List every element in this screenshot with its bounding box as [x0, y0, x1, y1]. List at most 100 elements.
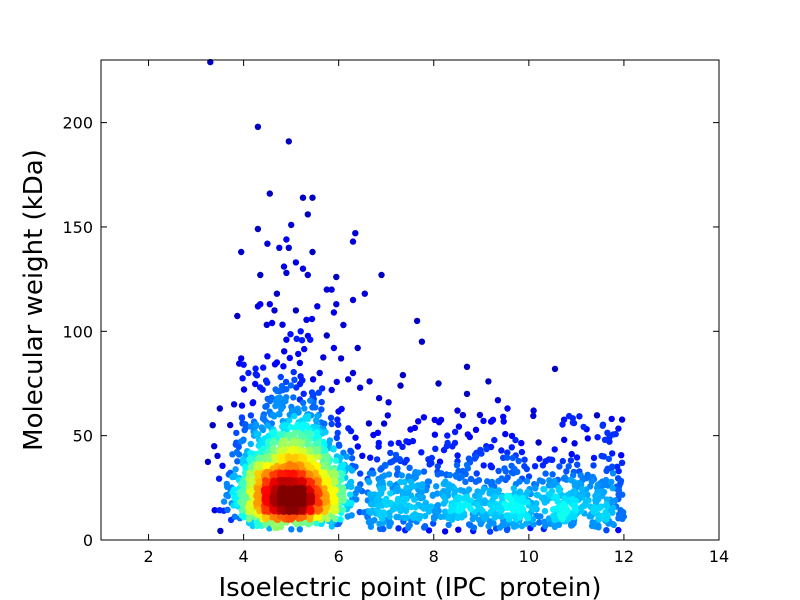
data-point [504, 474, 511, 481]
data-point [278, 447, 286, 454]
data-point [475, 477, 483, 484]
data-point [485, 378, 492, 385]
axis-ticks [101, 60, 720, 541]
data-point [546, 477, 553, 484]
data-point [449, 443, 456, 450]
data-point [230, 472, 238, 479]
data-point [296, 359, 304, 367]
data-point [285, 244, 292, 251]
data-point [376, 502, 383, 509]
data-point [584, 435, 591, 442]
data-point [441, 528, 449, 535]
data-point [576, 413, 583, 420]
data-point [301, 345, 308, 353]
data-point [560, 416, 568, 423]
data-point [551, 494, 558, 502]
data-point [405, 473, 412, 480]
data-point [313, 429, 320, 436]
data-point [510, 485, 517, 492]
data-point [301, 405, 308, 412]
data-point [376, 525, 384, 532]
data-point [571, 440, 578, 447]
data-point [563, 468, 570, 475]
data-point [387, 449, 394, 457]
data-point [337, 355, 345, 362]
data-point [291, 376, 298, 383]
data-point [442, 497, 449, 505]
data-point [394, 465, 401, 472]
y-tick-label: 200 [62, 114, 93, 133]
data-point [571, 504, 578, 512]
data-point [480, 417, 487, 425]
data-point [393, 513, 400, 521]
data-point [473, 453, 480, 460]
data-point [297, 328, 304, 335]
data-point [512, 436, 519, 444]
data-point [319, 385, 326, 392]
data-point [509, 512, 516, 519]
data-point [215, 475, 223, 482]
data-point [536, 519, 543, 526]
data-point [551, 505, 559, 513]
data-point [209, 422, 216, 429]
data-point [491, 436, 498, 444]
data-point [530, 407, 537, 414]
data-point [399, 371, 407, 379]
data-point [233, 429, 240, 437]
y-tick-label: 50 [73, 427, 93, 446]
data-point [365, 477, 372, 485]
data-point [277, 431, 284, 438]
data-point [470, 524, 478, 531]
data-point [233, 448, 241, 456]
data-point [369, 508, 376, 515]
data-point [327, 470, 334, 478]
data-point [266, 190, 273, 197]
data-point [204, 458, 212, 465]
data-point [532, 485, 539, 492]
data-point [422, 512, 429, 520]
data-point [313, 440, 320, 448]
data-point [561, 436, 568, 443]
data-point [263, 485, 270, 493]
data-point [337, 516, 344, 523]
data-point [556, 463, 563, 470]
data-point [279, 321, 286, 328]
data-point [376, 497, 384, 504]
data-point [598, 452, 605, 460]
data-point [488, 478, 496, 486]
data-point [551, 365, 559, 373]
data-point [425, 527, 433, 534]
data-point [354, 443, 361, 450]
x-tick-label: 2 [143, 547, 153, 566]
data-point [239, 375, 246, 382]
data-point [290, 368, 297, 376]
data-point [501, 465, 508, 472]
data-point [279, 476, 286, 484]
data-point [395, 525, 402, 532]
data-point [405, 502, 412, 509]
data-point [230, 401, 238, 408]
x-tick-labels: 2 4 6 8 10 12 14 [143, 547, 729, 566]
data-point [421, 523, 429, 530]
data-point [498, 494, 506, 501]
data-point [384, 412, 391, 419]
data-point [480, 462, 487, 469]
data-point [567, 457, 575, 464]
data-point [271, 307, 278, 314]
data-point [559, 457, 566, 465]
data-point [340, 494, 347, 501]
data-point [352, 434, 359, 441]
data-point [357, 470, 364, 477]
data-point [238, 248, 245, 256]
data-point [451, 501, 458, 508]
data-point [463, 390, 471, 398]
data-point [397, 382, 404, 389]
data-point [347, 491, 354, 498]
data-point [393, 471, 401, 478]
data-point [234, 458, 241, 465]
data-point [323, 286, 330, 293]
data-point [374, 429, 382, 436]
data-point [434, 502, 442, 509]
data-point [607, 479, 615, 486]
data-point [462, 478, 469, 485]
